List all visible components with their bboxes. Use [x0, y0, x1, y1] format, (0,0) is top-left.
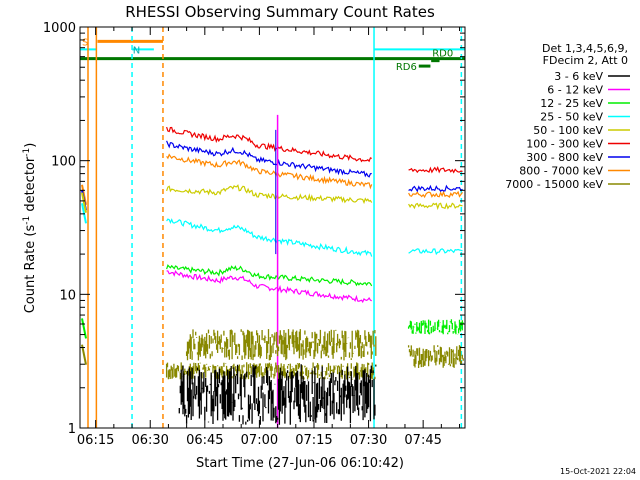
x-tick-label: 06:45	[186, 433, 223, 448]
series-line-post	[408, 190, 463, 199]
y-tick-label: 100	[51, 155, 76, 170]
y-axis-label-part-3: )	[23, 143, 38, 148]
chart-title: RHESSI Observing Summary Count Rates	[125, 3, 435, 21]
series-line-post	[408, 166, 463, 174]
edge-segment	[81, 318, 87, 339]
legend-label: 50 - 100 keV	[533, 124, 603, 137]
footer-date: 15-Oct-2021 22:04	[560, 467, 636, 476]
y-tick-label: 10	[59, 288, 76, 303]
plot-frame	[79, 26, 466, 429]
x-tick-label: 07:00	[241, 433, 278, 448]
x-tick-label: 06:30	[131, 433, 168, 448]
flag-label-night: N	[133, 45, 140, 56]
series-line	[166, 270, 372, 304]
noise-band	[185, 329, 377, 361]
y-axis-label-sup-2: -1	[22, 148, 32, 157]
series-line	[166, 218, 373, 257]
x-tick-label: 07:45	[404, 433, 441, 448]
series-line-post	[408, 202, 463, 211]
series-line-post	[408, 184, 463, 193]
noise-band	[178, 364, 377, 425]
y-axis-label: Count Rate (s-1 detector-1)	[22, 143, 38, 314]
legend-label: 12 - 25 keV	[540, 97, 603, 110]
edge-segment	[81, 344, 87, 365]
series-line	[166, 126, 372, 163]
x-tick-label: 06:15	[77, 433, 114, 448]
y-axis-label-part-2: detector	[23, 156, 38, 216]
legend-label: 800 - 7000 keV	[519, 165, 603, 178]
y-tick-label: 1000	[43, 21, 76, 36]
y-axis-label-sup-1: -1	[22, 216, 32, 225]
legend-label: 100 - 300 keV	[526, 138, 603, 151]
x-tick-label: 07:30	[350, 433, 387, 448]
noise-band	[407, 319, 464, 335]
legend-label: 300 - 800 keV	[526, 151, 603, 164]
series-line	[166, 140, 372, 178]
noise-band	[407, 345, 464, 368]
x-axis-label: Start Time (27-Jun-06 06:10:42)	[196, 456, 404, 471]
y-axis-label-part-1: Count Rate (s	[23, 225, 38, 314]
y-tick-label: 1	[68, 422, 76, 437]
legend-label: 25 - 50 keV	[540, 111, 603, 124]
flag-label-rd6: RD6	[396, 62, 417, 73]
series-line	[166, 264, 373, 287]
edge-segment	[81, 192, 87, 213]
series-line	[166, 184, 373, 205]
legend-label: 7000 - 15000 keV	[505, 178, 603, 191]
legend-header-1: Det 1,3,4,5,6,9,	[542, 42, 628, 55]
legend-header-2: FDecim 2, Att 0	[543, 54, 628, 67]
flag-label-saa: S	[82, 37, 88, 48]
series-line-post	[408, 248, 463, 256]
series-line	[166, 153, 373, 190]
legend-label: 3 - 6 keV	[554, 70, 603, 83]
edge-segment	[81, 184, 87, 206]
x-tick-label: 07:15	[295, 433, 332, 448]
flag-label-rd0: RD0	[432, 49, 453, 60]
edge-segment	[81, 203, 87, 224]
legend-label: 6 - 12 keV	[547, 84, 603, 97]
